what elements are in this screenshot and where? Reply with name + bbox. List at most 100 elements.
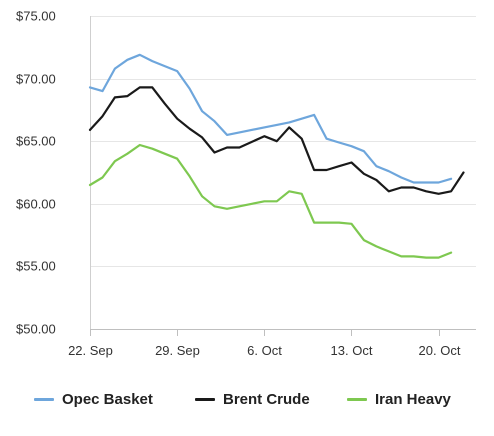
data-point-iran-heavy <box>89 184 91 186</box>
data-point-iran-heavy <box>226 208 228 210</box>
data-point-opec-basket <box>375 165 377 167</box>
x-tick-label: 22. Sep <box>68 343 113 358</box>
data-point-iran-heavy <box>213 205 215 207</box>
y-tick-label: $55.00 <box>16 259 56 274</box>
data-point-opec-basket <box>176 70 178 72</box>
grid <box>90 16 476 267</box>
data-point-iran-heavy <box>251 203 253 205</box>
y-tick-label: $60.00 <box>16 197 56 212</box>
data-point-opec-basket <box>288 121 290 123</box>
data-point-iran-heavy <box>338 221 340 223</box>
data-point-opec-basket <box>188 87 190 89</box>
legend-item-iran-heavy[interactable]: Iran Heavy <box>347 384 451 414</box>
data-point-brent-crude <box>114 96 116 98</box>
data-point-opec-basket <box>276 124 278 126</box>
data-point-brent-crude <box>313 169 315 171</box>
data-point-opec-basket <box>126 59 128 61</box>
data-point-brent-crude <box>338 165 340 167</box>
data-point-iran-heavy <box>425 256 427 258</box>
data-point-opec-basket <box>338 141 340 143</box>
data-point-iran-heavy <box>350 223 352 225</box>
data-point-brent-crude <box>126 95 128 97</box>
x-tick-label: 20. Oct <box>419 343 461 358</box>
data-point-opec-basket <box>301 118 303 120</box>
data-point-iran-heavy <box>126 153 128 155</box>
data-point-iran-heavy <box>101 176 103 178</box>
data-point-iran-heavy <box>363 239 365 241</box>
data-point-brent-crude <box>325 169 327 171</box>
data-point-opec-basket <box>139 54 141 56</box>
legend-label-brent-crude: Brent Crude <box>223 390 310 408</box>
data-point-brent-crude <box>101 115 103 117</box>
chart-svg: $50.00 $55.00 $60.00 $65.00 $70.00 $75.00 22. … <box>16 9 476 359</box>
data-point-opec-basket <box>213 120 215 122</box>
data-point-iran-heavy <box>288 190 290 192</box>
data-point-opec-basket <box>164 65 166 67</box>
data-point-opec-basket <box>89 86 91 88</box>
data-point-opec-basket <box>350 145 352 147</box>
legend-swatch-brent-crude <box>195 397 215 401</box>
data-point-brent-crude <box>425 190 427 192</box>
data-point-brent-crude <box>276 140 278 142</box>
data-point-brent-crude <box>301 138 303 140</box>
series-lines <box>88 53 465 259</box>
data-point-brent-crude <box>176 118 178 120</box>
data-point-brent-crude <box>413 186 415 188</box>
data-point-iran-heavy <box>238 205 240 207</box>
y-tick-label: $75.00 <box>16 9 56 24</box>
legend: Opec Basket Brent Crude Iran Heavy <box>0 384 494 414</box>
data-point-opec-basket <box>226 134 228 136</box>
tick-labels: $50.00 $55.00 $60.00 $65.00 $70.00 $75.00 22. … <box>16 9 461 359</box>
data-point-iran-heavy <box>188 175 190 177</box>
data-point-iran-heavy <box>400 255 402 257</box>
data-point-iran-heavy <box>114 160 116 162</box>
data-point-iran-heavy <box>313 221 315 223</box>
legend-label-iran-heavy: Iran Heavy <box>375 390 451 408</box>
data-point-iran-heavy <box>164 153 166 155</box>
data-point-opec-basket <box>151 60 153 62</box>
data-point-brent-crude <box>213 151 215 153</box>
legend-item-brent-crude[interactable]: Brent Crude <box>195 384 310 414</box>
series-line-iran-heavy <box>88 143 453 259</box>
axes <box>90 16 476 336</box>
data-point-iran-heavy <box>201 195 203 197</box>
series-line-brent-crude <box>88 86 465 195</box>
x-tick-label: 29. Sep <box>155 343 200 358</box>
data-point-brent-crude <box>89 129 91 131</box>
x-tick-label: 13. Oct <box>331 343 373 358</box>
data-point-opec-basket <box>437 181 439 183</box>
data-point-opec-basket <box>325 138 327 140</box>
data-point-opec-basket <box>238 131 240 133</box>
data-point-iran-heavy <box>413 255 415 257</box>
data-point-iran-heavy <box>139 144 141 146</box>
data-point-opec-basket <box>363 150 365 152</box>
data-point-brent-crude <box>263 135 265 137</box>
data-point-opec-basket <box>413 181 415 183</box>
data-point-iran-heavy <box>176 158 178 160</box>
y-tick-label: $65.00 <box>16 134 56 149</box>
data-point-brent-crude <box>375 179 377 181</box>
legend-label-opec-basket: Opec Basket <box>62 390 153 408</box>
data-point-brent-crude <box>164 102 166 104</box>
data-point-iran-heavy <box>375 245 377 247</box>
series-line-opec-basket <box>88 53 453 184</box>
data-point-opec-basket <box>313 114 315 116</box>
data-point-opec-basket <box>400 176 402 178</box>
data-point-opec-basket <box>425 181 427 183</box>
data-point-opec-basket <box>450 178 452 180</box>
data-point-iran-heavy <box>301 193 303 195</box>
legend-swatch-opec-basket <box>34 397 54 401</box>
data-point-brent-crude <box>151 86 153 88</box>
data-point-iran-heavy <box>151 148 153 150</box>
legend-item-opec-basket[interactable]: Opec Basket <box>34 384 153 414</box>
data-point-brent-crude <box>350 161 352 163</box>
data-point-iran-heavy <box>437 256 439 258</box>
data-point-iran-heavy <box>263 200 265 202</box>
data-point-brent-crude <box>462 171 464 173</box>
legend-swatch-iran-heavy <box>347 397 367 401</box>
data-point-brent-crude <box>437 193 439 195</box>
data-point-brent-crude <box>238 146 240 148</box>
data-point-iran-heavy <box>450 251 452 253</box>
data-point-opec-basket <box>101 90 103 92</box>
